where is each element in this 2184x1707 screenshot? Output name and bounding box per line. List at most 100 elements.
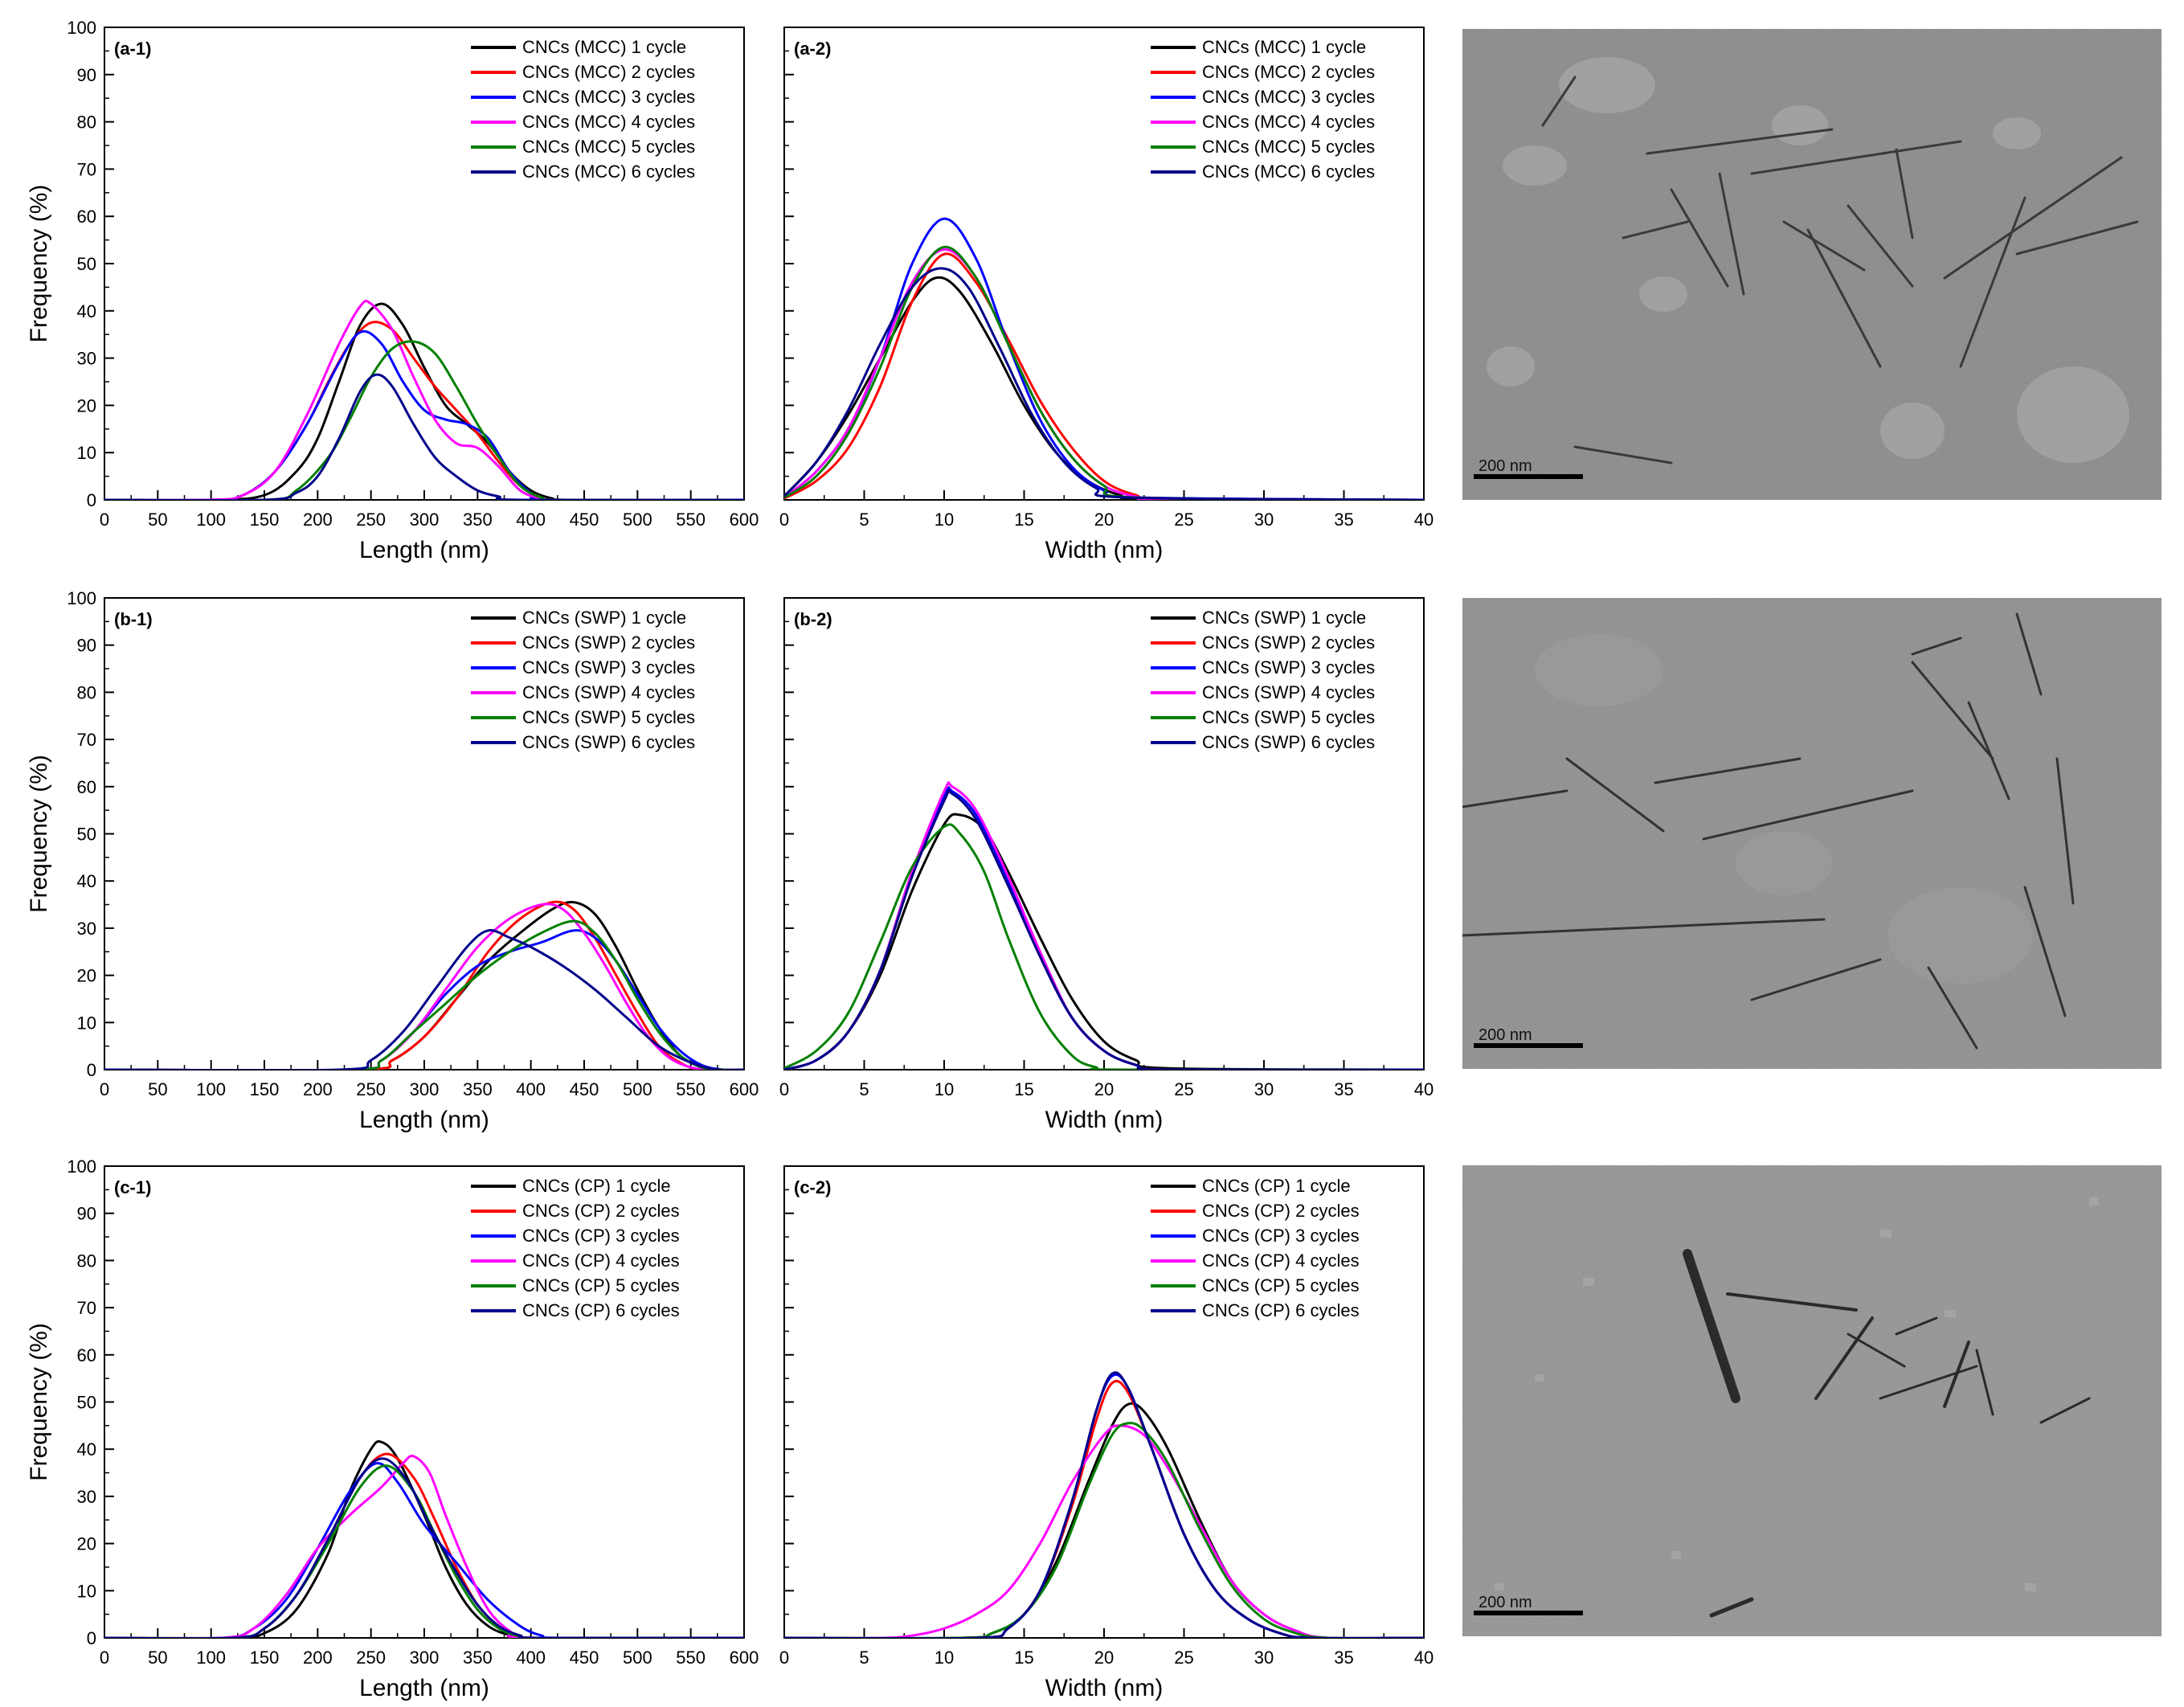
x-tick-label: 100 xyxy=(196,1079,226,1099)
legend-label: CNCs (MCC) 6 cycles xyxy=(522,162,695,182)
legend-label: CNCs (SWP) 2 cycles xyxy=(522,632,695,653)
y-tick-label: 50 xyxy=(77,1393,96,1413)
x-tick-label: 100 xyxy=(196,1648,226,1668)
legend-label: CNCs (CP) 4 cycles xyxy=(522,1251,680,1271)
x-tick-label: 0 xyxy=(100,1648,109,1668)
x-tick-label: 20 xyxy=(1094,1079,1114,1099)
x-tick-label: 400 xyxy=(516,510,546,530)
panel-label: (c-2) xyxy=(794,1177,831,1197)
series-line-4 xyxy=(784,781,1424,1070)
x-tick-label: 150 xyxy=(250,1648,280,1668)
x-tick-label: 50 xyxy=(148,1648,167,1668)
x-tick-label: 30 xyxy=(1254,1079,1274,1099)
panel-label: (b-2) xyxy=(794,609,832,629)
legend-label: CNCs (MCC) 4 cycles xyxy=(522,112,695,132)
legend-label: CNCs (CP) 2 cycles xyxy=(522,1201,680,1221)
x-tick-label: 15 xyxy=(1014,510,1033,530)
y-tick-label: 80 xyxy=(77,682,96,702)
x-tick-label: 200 xyxy=(303,1648,333,1668)
x-tick-label: 250 xyxy=(356,1648,386,1668)
legend-label: CNCs (CP) 3 cycles xyxy=(522,1226,680,1246)
series-line-4 xyxy=(784,248,1424,500)
y-tick-label: 20 xyxy=(77,966,96,986)
legend-label: CNCs (MCC) 1 cycle xyxy=(522,37,686,57)
series-line-5 xyxy=(104,340,744,500)
legend-label: CNCs (CP) 2 cycles xyxy=(1202,1201,1360,1221)
x-axis-title: Width (nm) xyxy=(1045,1675,1164,1701)
legend-label: CNCs (CP) 1 cycle xyxy=(522,1176,671,1196)
legend-label: CNCs (MCC) 4 cycles xyxy=(1202,112,1375,132)
y-axis-title: Frequency (%) xyxy=(26,1323,52,1481)
chart-panel-c-1: 0 50 100 150 200 250 300 350 400 450 500 550 600 0 10 2… xyxy=(26,1156,759,1701)
y-tick-label: 70 xyxy=(77,1298,96,1318)
legend-label: CNCs (CP) 6 cycles xyxy=(522,1300,680,1320)
panel-label: (b-1) xyxy=(114,609,153,629)
x-tick-label: 600 xyxy=(730,510,759,530)
scale-bar-a xyxy=(1474,474,1583,479)
x-tick-label: 5 xyxy=(859,1079,869,1099)
legend-label: CNCs (CP) 3 cycles xyxy=(1202,1226,1360,1246)
x-tick-label: 40 xyxy=(1414,510,1434,530)
panel-label: (c-1) xyxy=(114,1177,151,1197)
x-tick-label: 500 xyxy=(623,510,652,530)
tem-micrograph-c: 200 nm xyxy=(1462,1165,2162,1636)
x-tick-label: 500 xyxy=(623,1648,652,1668)
tem-image-b: 200 nm xyxy=(1462,598,2162,1069)
legend-label: CNCs (CP) 1 cycle xyxy=(1202,1176,1351,1196)
x-tick-label: 600 xyxy=(730,1079,759,1099)
x-tick-label: 500 xyxy=(623,1079,652,1099)
x-tick-label: 550 xyxy=(676,1648,706,1668)
series-line-3 xyxy=(104,929,744,1070)
x-tick-label: 350 xyxy=(463,510,493,530)
chart-panel-b-1: 0 50 100 150 200 250 300 350 400 450 500 550 600 0 10 2… xyxy=(26,588,759,1133)
x-tick-label: 200 xyxy=(303,1079,333,1099)
x-tick-label: 450 xyxy=(570,1648,599,1668)
y-axis-title: Frequency (%) xyxy=(26,185,52,343)
x-tick-label: 50 xyxy=(148,1079,167,1099)
legend-label: CNCs (SWP) 1 cycle xyxy=(1202,608,1366,628)
x-tick-label: 300 xyxy=(410,510,440,530)
legend-label: CNCs (MCC) 6 cycles xyxy=(1202,162,1375,182)
y-tick-label: 60 xyxy=(77,777,96,797)
scale-bar-label-b: 200 nm xyxy=(1478,1026,1532,1044)
y-axis-title: Frequency (%) xyxy=(26,755,52,913)
x-tick-label: 400 xyxy=(516,1648,546,1668)
tem-micrograph-a: 200 nm xyxy=(1462,29,2162,500)
y-tick-label: 100 xyxy=(67,1156,96,1177)
legend-label: CNCs (SWP) 4 cycles xyxy=(1202,682,1375,702)
x-tick-label: 0 xyxy=(779,510,789,530)
x-tick-label: 0 xyxy=(779,1079,789,1099)
series-line-1 xyxy=(104,900,744,1070)
series-line-3 xyxy=(784,786,1424,1070)
x-tick-label: 0 xyxy=(100,1079,109,1099)
chart-panel-a-1: 0 50 100 150 200 250 300 350 400 450 500 550 600 0 10 2… xyxy=(26,18,759,563)
series-line-5 xyxy=(784,823,1424,1070)
legend-label: CNCs (CP) 5 cycles xyxy=(522,1275,680,1296)
legend-label: CNCs (CP) 4 cycles xyxy=(1202,1251,1360,1271)
x-tick-label: 600 xyxy=(730,1648,759,1668)
x-tick-label: 550 xyxy=(676,510,706,530)
y-tick-label: 90 xyxy=(77,65,96,85)
legend-label: CNCs (SWP) 5 cycles xyxy=(522,707,695,727)
x-tick-label: 100 xyxy=(196,510,226,530)
x-tick-label: 0 xyxy=(100,510,109,530)
y-tick-label: 100 xyxy=(67,588,96,608)
x-tick-label: 15 xyxy=(1014,1648,1033,1668)
y-tick-label: 0 xyxy=(87,1628,96,1648)
legend-label: CNCs (MCC) 5 cycles xyxy=(522,137,695,157)
series-line-1 xyxy=(104,1440,744,1638)
x-tick-label: 450 xyxy=(570,510,599,530)
series-line-1 xyxy=(104,302,744,500)
legend-label: CNCs (SWP) 3 cycles xyxy=(522,657,695,677)
legend-label: CNCs (MCC) 5 cycles xyxy=(1202,137,1375,157)
y-tick-label: 100 xyxy=(67,18,96,38)
tem-image-a: 200 nm xyxy=(1462,29,2162,500)
series-line-6 xyxy=(784,267,1424,500)
y-tick-label: 0 xyxy=(87,1060,96,1080)
series-line-5 xyxy=(784,1422,1424,1638)
series-line-6 xyxy=(104,1457,744,1638)
x-tick-label: 20 xyxy=(1094,510,1114,530)
legend-label: CNCs (MCC) 2 cycles xyxy=(1202,62,1375,82)
legend-label: CNCs (SWP) 1 cycle xyxy=(522,608,686,628)
x-tick-label: 300 xyxy=(410,1648,440,1668)
